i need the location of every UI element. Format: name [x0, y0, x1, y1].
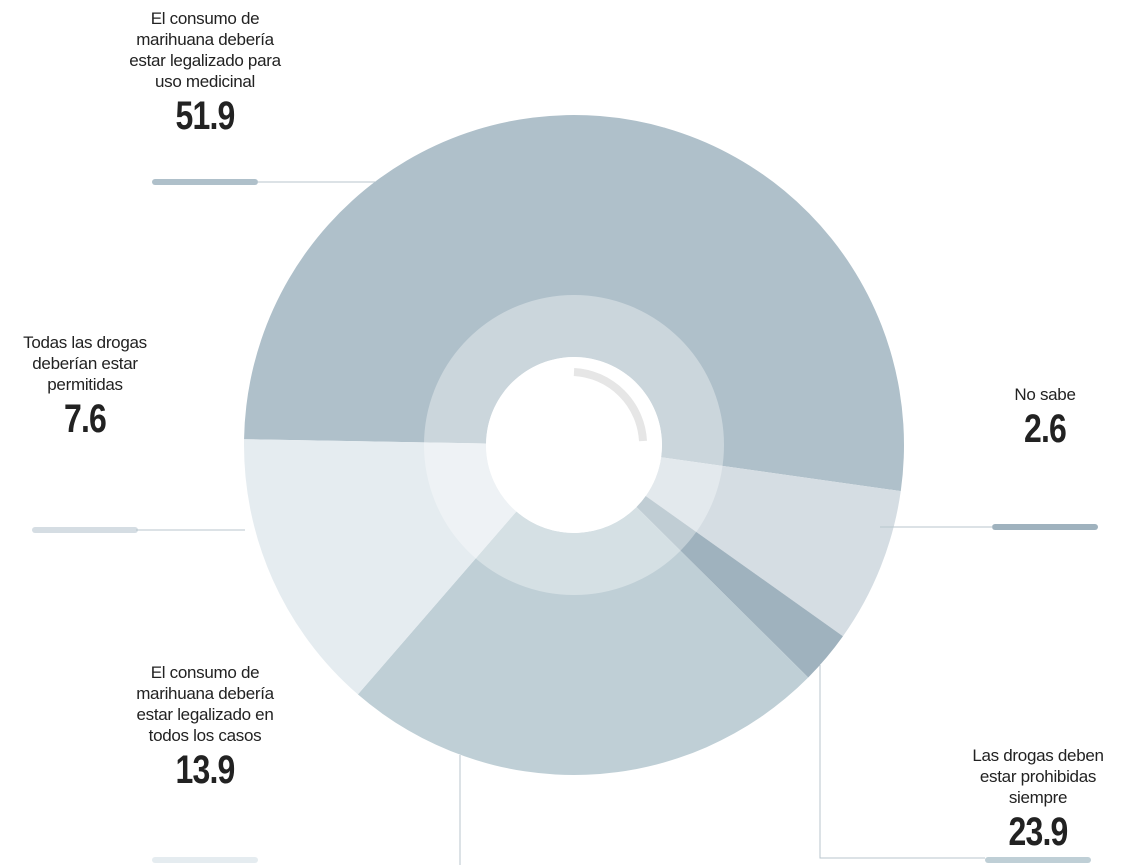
segments [244, 114, 904, 776]
segment [357, 506, 809, 776]
decor-arc [573, 368, 647, 442]
category-label: Todas las drogas deberían estar permitid… [23, 333, 147, 394]
label: El consumo de marihuana debería estar le… [120, 8, 290, 140]
value-label: 51.9 [175, 94, 235, 138]
hole [486, 357, 662, 533]
segment [244, 439, 517, 695]
label: Todas las drogas deberían estar permitid… [0, 332, 170, 443]
leader-line [819, 665, 985, 859]
inner-ring [424, 295, 724, 595]
leaders [32, 179, 1098, 865]
value-label: 13.9 [175, 748, 235, 792]
category-label: El consumo de marihuana debería estar le… [129, 9, 281, 91]
segment [244, 114, 904, 492]
category-label: No sabe [1014, 385, 1076, 404]
label: No sabe 2.6 [960, 384, 1129, 453]
value-label: 23.9 [1008, 810, 1068, 854]
value-label: 7.6 [63, 397, 107, 441]
category-label: El consumo de marihuana debería estar le… [136, 663, 274, 745]
segment [645, 457, 901, 637]
category-label: Las drogas deben estar prohibidas siempr… [972, 746, 1104, 807]
label: Las drogas deben estar prohibidas siempr… [953, 745, 1123, 856]
value-label: 2.6 [1023, 407, 1067, 451]
label: El consumo de marihuana debería estar le… [120, 662, 290, 794]
segment [636, 495, 843, 678]
